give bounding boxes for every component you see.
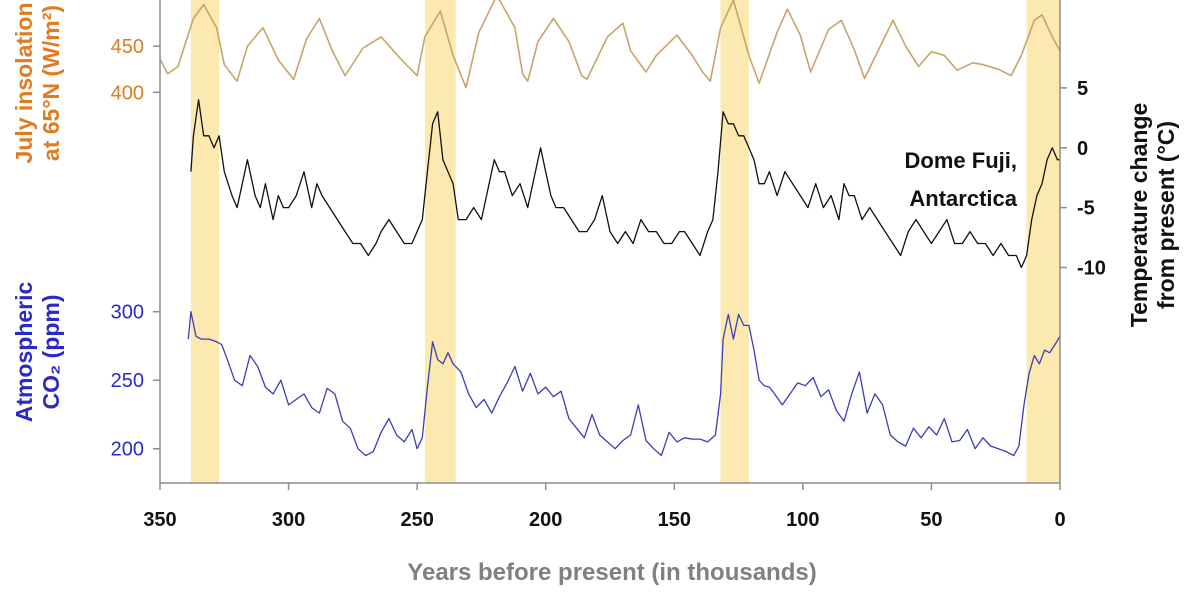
series-layer — [159, 0, 1061, 457]
co2-tick-label: 200 — [111, 439, 144, 461]
co2-tick-label: 300 — [111, 302, 144, 324]
temperature-tick-label: 0 — [1077, 138, 1088, 160]
co2-tick-label: 250 — [111, 370, 144, 392]
x-tick-label: 150 — [658, 509, 691, 531]
temperature-tick-label: 5 — [1077, 78, 1088, 100]
insolation-axis-title-line2: at 65°N (W/m²) — [38, 5, 64, 161]
insolation-series-line — [159, 0, 1061, 89]
interglacial-bands — [190, 0, 1060, 483]
co2-axis-title-line1: Atmospheric — [11, 282, 37, 423]
x-tick-label: 100 — [786, 509, 819, 531]
insolation-tick-label: 450 — [111, 36, 144, 58]
x-tick-label: 250 — [400, 509, 433, 531]
co2-series-line — [187, 311, 1061, 457]
temperature-axis-title-line1: Temperature change — [1126, 103, 1152, 328]
x-tick-label: 350 — [143, 509, 176, 531]
x-tick-label: 50 — [920, 509, 942, 531]
temperature-series-line — [190, 99, 1060, 269]
axis-ticks: 350 300 250 200 150 100 50 040045020025030050-5… — [111, 36, 1106, 531]
temperature-axis-title-line2: from present (°C) — [1153, 121, 1179, 309]
temperature-tick-label: -10 — [1077, 257, 1106, 279]
annotation-antarctica: Antarctica — [909, 186, 1017, 211]
interglacial-band-0 — [190, 0, 220, 483]
co2-axis-title-line2: CO₂ (ppm) — [38, 295, 64, 410]
x-tick-label: 0 — [1054, 509, 1065, 531]
insolation-axis-title-line1: July insolation — [11, 2, 37, 163]
insolation-tick-label: 400 — [111, 82, 144, 104]
x-tick-label: 300 — [272, 509, 305, 531]
interglacial-band-2 — [720, 0, 749, 483]
x-axis-title: Years before present (in thousands) — [407, 559, 816, 586]
annotation-dome-fuji: Dome Fuji, — [905, 148, 1017, 173]
temperature-tick-label: -5 — [1077, 198, 1095, 220]
interglacial-band-3 — [1026, 0, 1060, 483]
x-tick-label: 200 — [529, 509, 562, 531]
interglacial-band-1 — [424, 0, 456, 483]
